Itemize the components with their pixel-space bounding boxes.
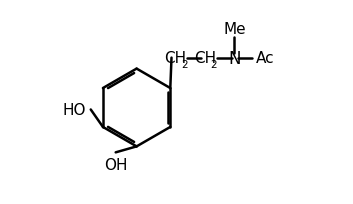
Text: CH: CH — [164, 51, 187, 66]
Text: Me: Me — [223, 22, 246, 37]
Text: Ac: Ac — [256, 51, 275, 66]
Text: N: N — [228, 49, 241, 67]
Text: OH: OH — [104, 157, 127, 173]
Text: CH: CH — [195, 51, 216, 66]
Text: HO: HO — [62, 102, 86, 118]
Text: 2: 2 — [181, 59, 187, 69]
Text: 2: 2 — [211, 59, 217, 69]
